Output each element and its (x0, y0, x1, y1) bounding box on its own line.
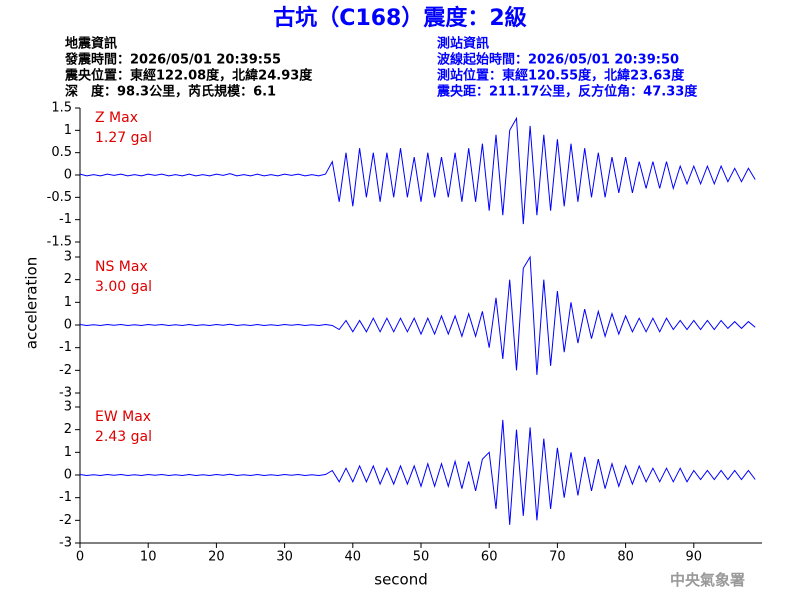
info-right: 測站資訊 (437, 36, 489, 52)
x-tick-label: 20 (208, 550, 225, 565)
y-tick-label: 3 (64, 400, 72, 415)
annotation: 3.00 gal (95, 279, 152, 295)
title: 古坑（C168）震度：2級 (273, 5, 526, 31)
x-tick-label: 80 (617, 550, 634, 565)
y-tick-label: 2 (64, 272, 72, 287)
annotation: Z Max (95, 110, 138, 126)
y-tick-label: 1.5 (51, 101, 72, 116)
x-axis-label: second (374, 571, 428, 589)
y-tick-label: -0.5 (47, 190, 72, 205)
y-tick-label: 1 (64, 445, 72, 460)
y-tick-label: 0.5 (51, 145, 72, 160)
info-left: 發震時間：2026/05/01 20:39:55 (64, 52, 281, 68)
annotation: 1.27 gal (95, 130, 152, 146)
x-tick-label: 90 (686, 550, 703, 565)
x-tick-label: 50 (413, 550, 430, 565)
annotation: EW Max (95, 409, 151, 425)
y-tick-label: -1.5 (47, 235, 72, 250)
annotation: 2.43 gal (95, 429, 152, 445)
y-tick-label: -1 (59, 490, 72, 505)
info-right: 測站位置：東經120.55度，北緯23.63度 (437, 68, 685, 84)
y-tick-label: 2 (64, 422, 72, 437)
info-left: 震央位置：東經122.08度，北緯24.93度 (64, 68, 313, 84)
y-tick-label: -2 (59, 363, 72, 378)
x-tick-label: 60 (481, 550, 498, 565)
y-tick-label: 1 (64, 123, 72, 138)
y-tick-label: -1 (59, 212, 72, 227)
x-tick-label: 30 (276, 550, 293, 565)
y-tick-label: 1 (64, 295, 72, 310)
waveform (79, 116, 756, 225)
waveform (79, 255, 756, 375)
y-tick-label: -3 (59, 386, 72, 401)
y-tick-label: 3 (64, 250, 72, 265)
annotation: NS Max (95, 259, 148, 275)
y-tick-label: 0 (64, 468, 72, 483)
y-axis-label: acceleration (23, 257, 41, 349)
x-tick-label: 0 (76, 550, 84, 565)
info-left: 深 度：98.3公里，芮氏規模：6.1 (65, 84, 276, 100)
footer: 中央氣象署 (670, 571, 745, 589)
y-tick-label: -3 (59, 536, 72, 551)
x-tick-label: 40 (345, 550, 362, 565)
info-right: 波線起始時間：2026/05/01 20:39:50 (437, 52, 679, 68)
x-tick-label: 10 (140, 550, 157, 565)
y-tick-label: -1 (59, 340, 72, 355)
waveform (79, 419, 756, 525)
info-right: 震央距：211.17公里，反方位角：47.33度 (436, 84, 698, 100)
y-tick-label: -2 (59, 513, 72, 528)
y-tick-label: 0 (64, 168, 72, 183)
info-left: 地震資訊 (65, 36, 117, 52)
y-tick-label: 0 (64, 318, 72, 333)
x-tick-label: 70 (549, 550, 566, 565)
